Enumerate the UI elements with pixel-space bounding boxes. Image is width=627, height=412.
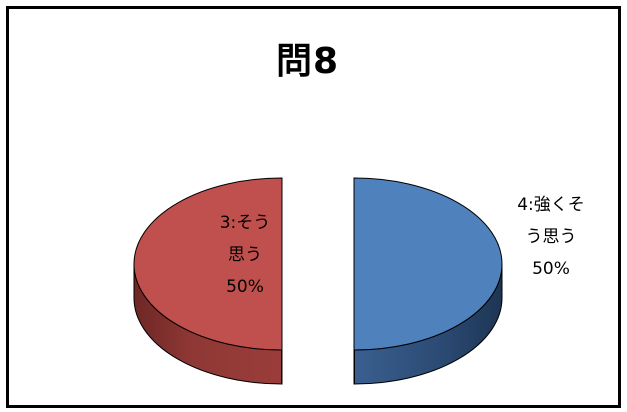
chart-frame — [6, 6, 621, 408]
data-label-2: 3:そう思う 50% — [220, 213, 271, 297]
pie-slice-2 — [133, 177, 283, 351]
pie-slice-1 — [353, 177, 503, 351]
data-label-1: 4:強くそう思う 50% — [517, 195, 585, 279]
chart-title: 問8 — [275, 41, 340, 82]
pie-slices: 4:強くそう思う 50% 3:そう思う 50% — [133, 177, 585, 385]
